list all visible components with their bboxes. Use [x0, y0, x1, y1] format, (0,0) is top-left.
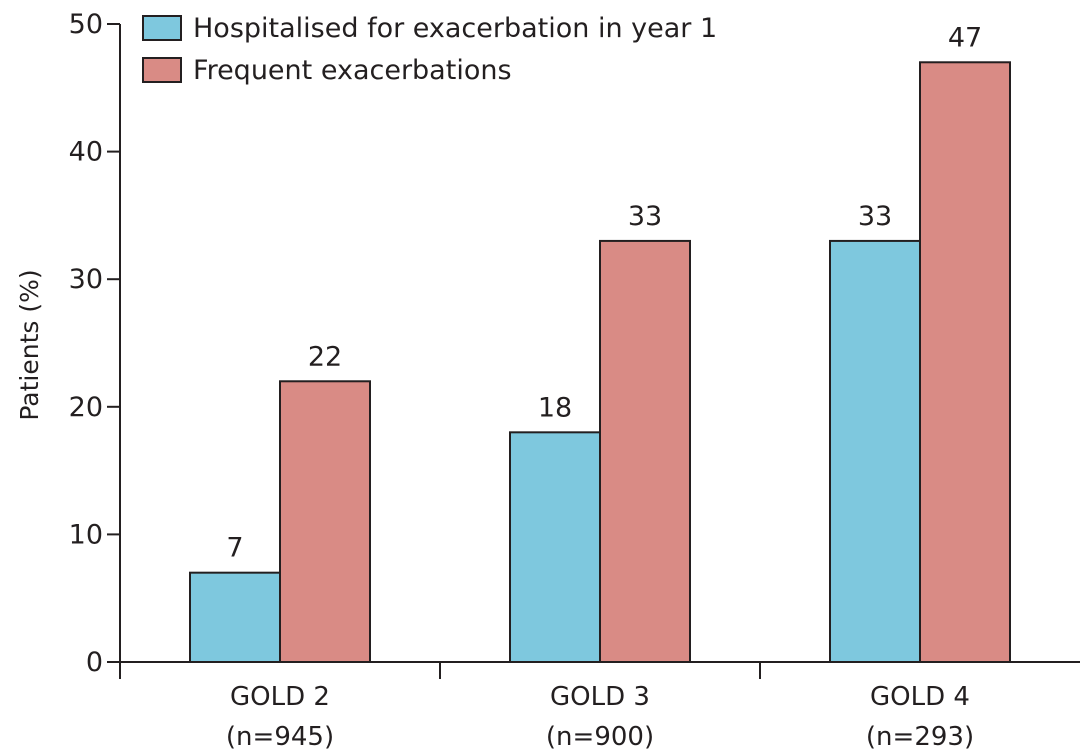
- y-tick-label: 20: [69, 392, 103, 423]
- y-tick-label: 50: [69, 9, 103, 40]
- y-axis: 0 10 20 30 40 50: [69, 9, 121, 678]
- bar-value-label: 18: [538, 392, 572, 423]
- legend-swatch: [142, 15, 182, 41]
- bar: [509, 431, 601, 663]
- bar-value-label: 47: [948, 22, 982, 53]
- x-category-sublabel: (n=293): [866, 722, 974, 752]
- legend-label: Hospitalised for exacerbation in year 1: [193, 13, 717, 44]
- y-tick-label: 10: [69, 519, 103, 550]
- bar-value-label: 33: [628, 201, 662, 232]
- y-tick-label: 40: [69, 137, 103, 168]
- legend-label: Frequent exacerbations: [193, 55, 512, 86]
- bar: [189, 571, 281, 663]
- bar: [919, 61, 1011, 663]
- legend: Hospitalised for exacerbation in year 1 F…: [142, 13, 717, 86]
- bar-value-label: 33: [858, 201, 892, 232]
- bars-group: 7 22 18 33 33 47: [189, 22, 1011, 663]
- bar: [599, 239, 691, 663]
- x-category-label: GOLD 2: [230, 682, 330, 712]
- bar-value-label: 22: [308, 341, 342, 372]
- x-category-label: GOLD 3: [550, 682, 650, 712]
- bar: [279, 380, 371, 663]
- x-axis: GOLD 2 (n=945) GOLD 3 (n=900) GOLD 4 (n=293): [119, 661, 1080, 752]
- x-category-sublabel: (n=945): [226, 722, 334, 752]
- x-category-sublabel: (n=900): [546, 722, 654, 752]
- bar: [829, 239, 921, 663]
- legend-swatch: [142, 57, 182, 83]
- bar-value-label: 7: [226, 533, 243, 564]
- y-axis-title: Patients (%): [15, 269, 44, 420]
- y-tick-label: 30: [69, 264, 103, 295]
- x-category-label: GOLD 4: [870, 682, 970, 712]
- y-tick-label: 0: [86, 647, 103, 678]
